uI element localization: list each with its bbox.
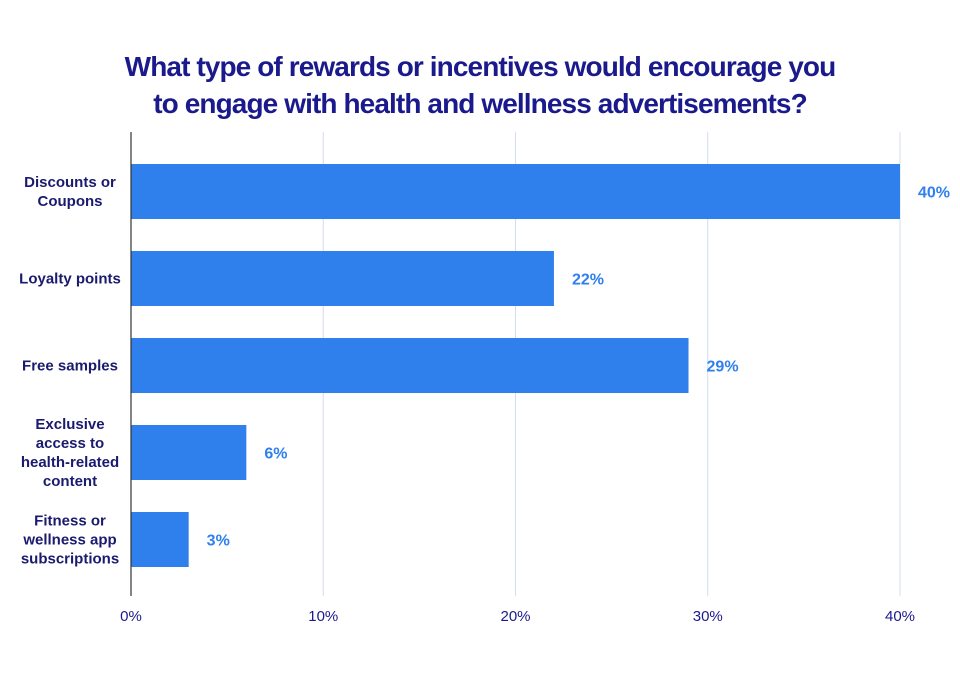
category-label: Free samples (22, 358, 118, 375)
category-label: Fitness or wellness app subscriptions (21, 513, 119, 568)
value-label: 3% (207, 533, 230, 550)
bar (131, 512, 189, 567)
chart-title-line-2: to engage with health and wellness adver… (153, 88, 808, 119)
bar (131, 164, 900, 219)
x-tick-label: 30% (693, 608, 723, 625)
value-label: 6% (264, 446, 287, 463)
bar (131, 251, 554, 306)
bars (131, 164, 900, 567)
bar (131, 338, 689, 393)
x-tick-label: 40% (885, 608, 915, 625)
value-label: 29% (707, 359, 739, 376)
x-tick-labels: 0% 10% 20% 30% 40% (120, 608, 915, 625)
category-labels: Discounts or Coupons Loyalty points Free sa… (19, 174, 121, 568)
value-label: 40% (918, 185, 950, 202)
x-tick-label: 0% (120, 608, 142, 625)
category-label: Loyalty points (19, 271, 121, 288)
category-label: Discounts or Coupons (24, 174, 116, 210)
category-label: Exclusive access to health-related content (21, 416, 119, 490)
bar (131, 425, 247, 480)
x-tick-label: 10% (308, 608, 338, 625)
chart-title: What type of rewards or incentives would… (0, 48, 960, 122)
value-label: 22% (572, 272, 604, 289)
chart-title-line-1: What type of rewards or incentives would… (124, 51, 837, 82)
value-labels: 40% 22% 29% 6% 3% (207, 185, 950, 550)
x-tick-label: 20% (500, 608, 530, 625)
